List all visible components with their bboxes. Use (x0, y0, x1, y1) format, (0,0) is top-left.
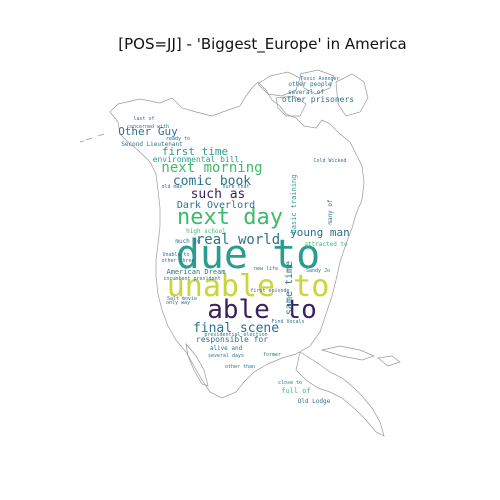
word-ready-to: ready to (166, 136, 190, 142)
word-environmental-bill: environmental bill (153, 155, 240, 164)
word-same-time: same time (284, 261, 295, 315)
word-old-man: old man (161, 184, 182, 190)
word-american-dream: American Dream (166, 268, 225, 276)
word-toxic-avenger: Toxic Avenger (300, 76, 339, 82)
word-full-of: full of (281, 387, 311, 395)
word-old-lodge: Old Lodge (298, 398, 331, 405)
aleutians (79, 133, 105, 143)
central-america-outline (295, 351, 385, 437)
word-next-morning: next morning (161, 160, 262, 176)
hispaniola-outline (377, 355, 401, 367)
baja-outline (185, 342, 209, 387)
word-other-three: other three (161, 258, 194, 264)
arctic-island-2 (299, 69, 335, 95)
word-real-world: real world (196, 232, 280, 248)
word-such-as: such as (191, 187, 246, 202)
chart-title: [POS=JJ] - 'Biggest_Europe' in America (118, 35, 407, 53)
word-unable-to: unable to (167, 269, 330, 304)
word-able-to: able to (207, 295, 317, 325)
word-presidential-election: presidential election (204, 332, 267, 338)
word-last-of: last of (133, 116, 154, 122)
word-sure-that: sure that (222, 184, 249, 190)
word-cold-wicked: Cold Wicked (313, 158, 346, 164)
word-responsible-for: responsible for (196, 335, 268, 344)
word-next-day: next day (177, 205, 283, 230)
word-young-man: young man (290, 226, 350, 239)
word-other-than: other than (225, 364, 255, 370)
word-attracted-to: attracted to (304, 241, 348, 248)
continent-outline (79, 69, 401, 437)
word-first-episode: first episode (250, 288, 289, 294)
arctic-island-3 (275, 95, 307, 117)
word-layer: due to unable to able to next day real w… (118, 76, 354, 405)
word-final-scene: final scene (193, 321, 279, 336)
word-due-to: due to (176, 232, 321, 278)
word-several-days: several days (208, 353, 244, 359)
word-first-time: first time (162, 145, 228, 158)
word-former: former (263, 352, 281, 358)
word-find-vocals: Find Vocals (271, 319, 304, 325)
word-comic-book: comic book (173, 174, 251, 189)
word-many-of: many of (327, 199, 334, 225)
mainland-outline (109, 81, 365, 399)
word-much-to: much to (175, 238, 201, 245)
arctic-island-1 (257, 71, 301, 97)
word-other-prisoners: other prisoners (282, 95, 354, 104)
word-basic-training: basic training (290, 174, 298, 233)
word-other-guy: Other Guy (118, 125, 178, 138)
word-several-of: several of (288, 89, 325, 96)
word-alive-and: alive and (210, 345, 243, 352)
word-other-people: other people (288, 81, 332, 88)
cuba-outline (320, 345, 375, 361)
word-dark-overlord: Dark Overlord (177, 200, 255, 211)
word-concerned-with: concerned with (127, 124, 169, 130)
word-incumbent-president: incumbent president (163, 276, 220, 282)
word-salt-movie: Salt movie (167, 296, 197, 302)
word-new-life: new life (254, 266, 278, 272)
word-close-to: close to (278, 380, 302, 386)
word-sandy-jo: Sandy Jo (306, 268, 330, 274)
word-unable-to-small: Unable to (162, 252, 189, 258)
word-high-school: high school (186, 228, 226, 235)
word-second-lieutenant: Second Lieutenant (121, 141, 183, 148)
greenland-edge (335, 73, 369, 117)
word-only-way: only way (166, 300, 190, 306)
